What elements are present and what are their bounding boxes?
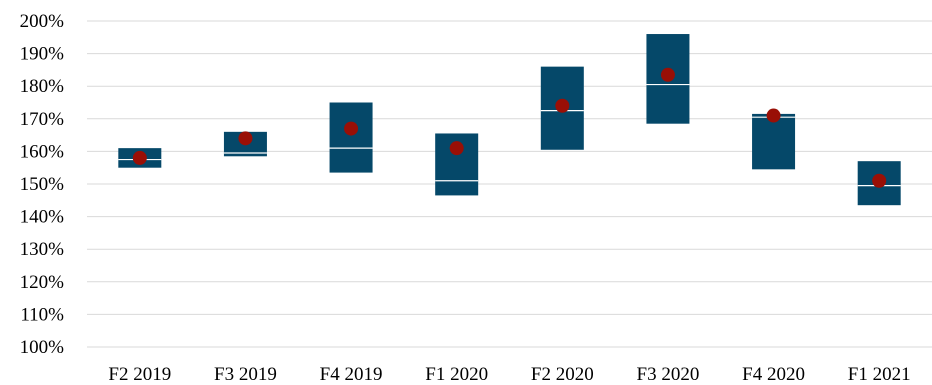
mean-marker [872,173,887,188]
x-tick-label: F1 2021 [848,364,911,385]
mean-marker [132,150,147,165]
y-tick-label: 140% [20,207,65,228]
mean-marker [766,108,781,123]
y-tick-label: 170% [20,109,65,130]
box [752,113,796,170]
y-tick-label: 110% [20,304,64,325]
x-tick-label: F4 2020 [742,364,805,385]
y-tick-label: 160% [20,141,65,162]
y-tick-label: 100% [20,337,65,358]
y-tick-label: 120% [20,272,65,293]
y-tick-label: 150% [20,174,65,195]
y-tick-label: 180% [20,76,65,97]
x-tick-label: F1 2020 [425,364,488,385]
x-tick-label: F3 2019 [214,364,277,385]
y-tick-label: 190% [20,44,65,65]
gridlines [87,20,932,348]
y-tick-label: 130% [20,239,65,260]
box [329,102,373,173]
mean-marker [238,131,253,146]
x-axis-tick-labels: F2 2019 F3 2019 F4 2019 F1 2020 F2 2020 F3 20… [108,364,910,385]
x-tick-label: F2 2020 [531,364,594,385]
y-axis-tick-labels: 100% 110% 120% 130% 140% 150% 160% 170% 180% 190%… [20,11,65,358]
mean-marker [344,121,359,136]
x-tick-label: F3 2020 [637,364,700,385]
mean-marker [449,141,464,156]
x-tick-label: F4 2019 [320,364,383,385]
boxes [118,34,901,206]
x-tick-label: F2 2019 [108,364,171,385]
mean-marker [660,67,675,82]
mean-marker [555,98,570,113]
y-tick-label: 200% [20,11,65,32]
